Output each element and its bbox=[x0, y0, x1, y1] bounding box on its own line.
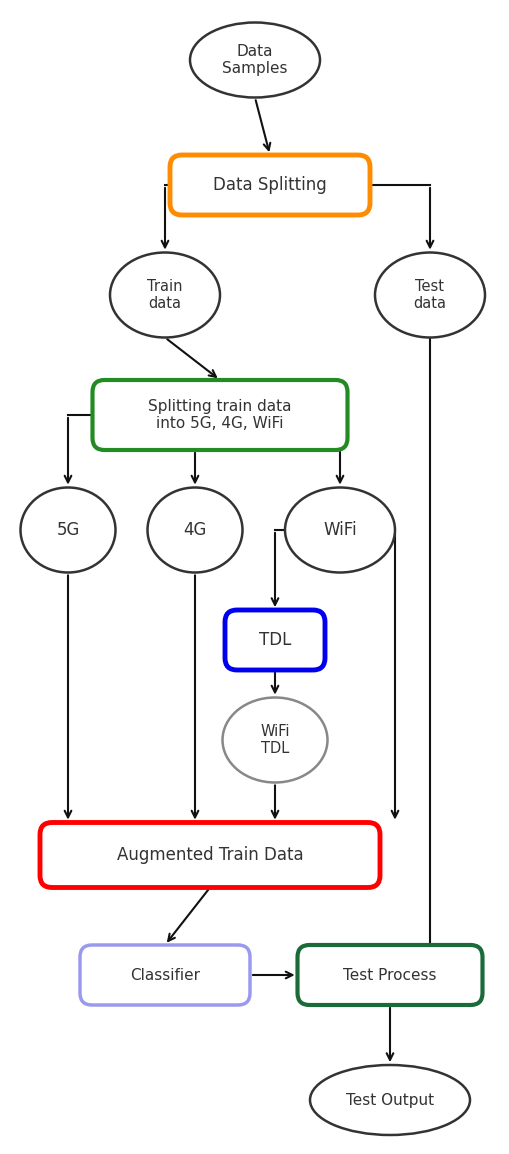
Text: Test Output: Test Output bbox=[345, 1093, 433, 1108]
Ellipse shape bbox=[374, 253, 484, 337]
FancyBboxPatch shape bbox=[224, 610, 324, 670]
Text: Splitting train data
into 5G, 4G, WiFi: Splitting train data into 5G, 4G, WiFi bbox=[148, 399, 291, 432]
Text: 4G: 4G bbox=[183, 520, 206, 539]
Text: Augmented Train Data: Augmented Train Data bbox=[117, 846, 303, 864]
Text: Classifier: Classifier bbox=[130, 967, 200, 982]
Text: Data Splitting: Data Splitting bbox=[213, 177, 326, 194]
Ellipse shape bbox=[147, 487, 242, 572]
Text: WiFi: WiFi bbox=[323, 520, 356, 539]
Ellipse shape bbox=[20, 487, 115, 572]
Text: Test
data: Test data bbox=[413, 279, 445, 312]
FancyBboxPatch shape bbox=[169, 155, 369, 215]
Text: Train
data: Train data bbox=[147, 279, 182, 312]
Ellipse shape bbox=[285, 487, 394, 572]
Ellipse shape bbox=[309, 1065, 469, 1136]
FancyBboxPatch shape bbox=[80, 945, 249, 1005]
Text: Data
Samples: Data Samples bbox=[222, 44, 287, 76]
FancyBboxPatch shape bbox=[92, 380, 347, 450]
Text: Test Process: Test Process bbox=[343, 967, 436, 982]
Text: 5G: 5G bbox=[56, 520, 79, 539]
Text: WiFi
TDL: WiFi TDL bbox=[260, 724, 289, 756]
Ellipse shape bbox=[222, 697, 327, 782]
FancyBboxPatch shape bbox=[297, 945, 482, 1005]
Text: TDL: TDL bbox=[258, 631, 291, 649]
Ellipse shape bbox=[110, 253, 219, 337]
Ellipse shape bbox=[190, 22, 319, 97]
FancyBboxPatch shape bbox=[40, 823, 379, 887]
